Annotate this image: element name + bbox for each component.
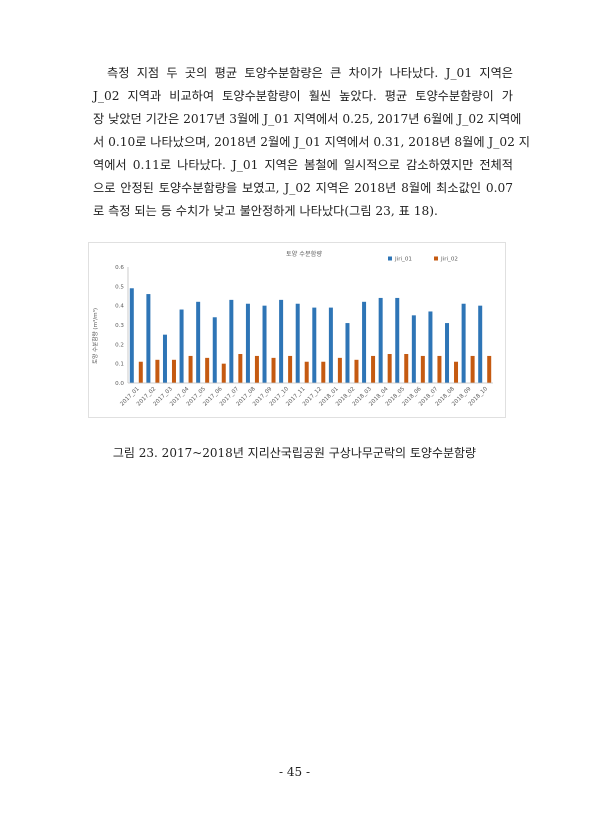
bar-Jiri_01-2017_06 [212,317,217,383]
bar-Jiri_02-2017_09 [271,357,276,383]
legend-label-Jiri_01: Jiri_01 [394,257,412,263]
bar-Jiri_01-2017_11 [295,303,300,383]
soil-moisture-chart: 토양 수분함량 Jiri_01 Jiri_02 토양 수분함량 (m³/m³) 0… [88,242,506,418]
body-paragraph: 측정 지점 두 곳의 평균 토양수분함량은 큰 차이가 나타났다. J_01 지… [93,62,530,223]
bar-Jiri_02-2018_01 [337,357,342,383]
y-tick-label: 0.1 [115,362,124,368]
soil-moisture-figure: 토양 수분함량 Jiri_01 Jiri_02 토양 수분함량 (m³/m³) 0… [88,242,506,444]
bar-Jiri_01-2017_03 [162,334,167,383]
paragraph-line: 으로 안정된 토양수분함량을 보였고, J_02 지역은 2018년 8월에 최… [93,181,513,195]
bar-Jiri_01-2017_09 [262,305,267,383]
bar-Jiri_01-2018_06 [411,315,416,383]
paragraph-line: 로 측정 되는 등 수치가 낮고 불안정하게 나타났다(그림 23, 표 18)… [93,204,438,218]
paragraph-line: J_02 지역과 비교하여 토양수분함량이 훨씬 높았다. 평균 토양수분함량이… [93,89,513,103]
bar-Jiri_02-2017_04 [188,355,193,383]
paragraph-line: 측정 지점 두 곳의 평균 토양수분함량은 큰 차이가 나타났다. J_01 지… [107,66,513,80]
paragraph-line: 역에서 0.11로 나타났다. J_01 지역은 봄철에 일시적으로 감소하였지… [93,158,513,172]
bar-Jiri_02-2017_02 [155,359,160,383]
bar-Jiri_02-2018_07 [437,355,442,383]
paragraph-line: 장 낮았던 기간은 2017년 3월에 J_01 지역에서 0.25, 2017… [93,112,522,126]
bar-Jiri_02-2018_08 [454,361,459,383]
page-number: - 45 - [278,765,310,779]
legend-label-Jiri_02: Jiri_02 [440,257,458,263]
y-tick-label: 0.0 [115,381,124,387]
y-tick-label: 0.2 [115,342,124,348]
bar-Jiri_02-2017_05 [205,357,210,383]
bar-Jiri_01-2017_01 [129,288,134,383]
bar-Jiri_01-2017_07 [229,299,234,383]
bar-Jiri_01-2018_10 [478,305,483,383]
bar-Jiri_01-2018_08 [445,323,450,383]
legend-swatch-Jiri_01 [388,256,392,261]
bar-Jiri_01-2018_02 [345,323,350,383]
chart-legend: Jiri_01 Jiri_02 [388,256,458,263]
bar-Jiri_02-2017_11 [304,361,309,383]
bar-Jiri_02-2017_07 [238,354,243,383]
y-tick-label: 0.5 [115,284,124,290]
figure-caption: 그림 23. 2017~2018년 지리산국립공원 구상나무군락의 토양수분함량 [112,446,477,460]
y-tick-label: 0.4 [115,304,124,310]
bar-Jiri_02-2018_06 [420,355,425,383]
bar-Jiri_01-2017_10 [279,299,284,383]
y-tick-label: 0.6 [115,265,124,271]
bar-Jiri_02-2017_01 [138,361,143,383]
bar-Jiri_01-2017_04 [179,309,184,383]
bar-Jiri_01-2017_12 [312,307,317,383]
paragraph-line: 서 0.10로 나타났으며, 2018년 2월에 J_01 지역에서 0.31,… [93,135,530,149]
bar-Jiri_01-2018_05 [395,297,400,383]
y-tick-label: 0.3 [115,323,124,329]
bar-Jiri_01-2018_09 [461,303,466,383]
bar-Jiri_01-2017_02 [146,294,151,383]
bar-Jiri_02-2018_09 [470,355,475,383]
bar-Jiri_02-2017_12 [321,361,326,383]
chart-title: 토양 수분함량 [286,250,322,258]
bar-Jiri_01-2018_04 [378,297,383,383]
bar-Jiri_02-2017_10 [288,355,293,383]
bar-Jiri_01-2018_01 [328,307,333,383]
bar-Jiri_01-2018_07 [428,311,433,383]
legend-swatch-Jiri_02 [434,256,438,261]
y-axis-label: 토양 수분함량 (m³/m³) [91,308,99,364]
bar-group [129,288,492,383]
bar-Jiri_02-2018_05 [404,354,409,383]
bar-Jiri_02-2018_02 [354,359,359,383]
bar-Jiri_01-2017_08 [245,303,250,383]
bar-Jiri_01-2017_05 [196,301,201,383]
bar-Jiri_02-2017_06 [221,363,226,383]
y-axis: 0.0 0.1 0.2 0.3 0.4 0.5 0.6 [115,265,129,387]
bar-Jiri_02-2018_03 [371,355,376,383]
bar-Jiri_01-2018_03 [362,301,367,383]
bar-Jiri_02-2017_03 [171,359,176,383]
bar-Jiri_02-2018_10 [487,355,492,383]
bar-Jiri_02-2018_04 [387,354,392,383]
bar-Jiri_02-2017_08 [254,355,259,383]
